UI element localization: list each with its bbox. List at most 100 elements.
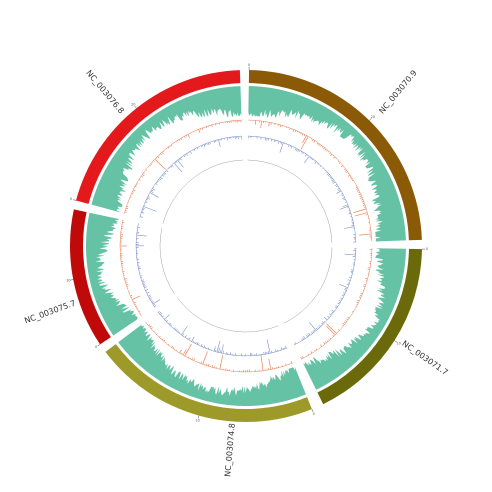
blue-bar: [344, 289, 347, 291]
orange-bar: [329, 152, 331, 154]
orange-bar: [129, 196, 132, 198]
blue-bar: [344, 226, 355, 229]
blue-bar: [348, 211, 351, 213]
orange-bar: [145, 169, 147, 171]
orange-bar: [350, 178, 353, 180]
blue-bar: [151, 189, 154, 192]
blue-bar: [168, 322, 170, 325]
blue-bar: [196, 342, 199, 345]
blue-bar: [139, 216, 143, 218]
orange-bar: [322, 147, 325, 150]
orange-bar: [198, 129, 201, 133]
orange-bar: [178, 138, 181, 141]
blue-bar: [218, 139, 221, 147]
blue-bar: [301, 338, 303, 341]
blue-bar: [300, 150, 302, 153]
orange-bar: [211, 365, 214, 368]
orange-baseline-nc-003075-7: [119, 219, 142, 317]
blue-bar: [348, 276, 352, 278]
blue-bar: [342, 204, 349, 208]
blue-bar: [343, 198, 346, 201]
blue-bar: [173, 327, 176, 330]
orange-bar: [346, 318, 349, 321]
blue-bar: [306, 335, 308, 338]
blue-bar: [317, 327, 319, 329]
blue-bar: [191, 336, 195, 342]
blue-bar: [176, 329, 178, 332]
orange-bar: [133, 301, 136, 304]
blue-bar: [196, 147, 198, 150]
orange-bar: [321, 146, 324, 148]
orange-bar: [349, 176, 352, 178]
orange-bar: [134, 185, 137, 188]
blue-bar: [168, 167, 170, 169]
orange-bar: [172, 347, 175, 349]
tick-mark: [369, 118, 372, 121]
blue-bar: [338, 299, 342, 302]
blue-bar: [184, 335, 187, 338]
blue-bar: [307, 334, 310, 337]
blue-bar: [150, 190, 154, 193]
orange-bar: [185, 134, 187, 137]
blue-bar: [337, 187, 340, 190]
orange-bar: [180, 137, 183, 141]
blue-bar: [166, 320, 168, 322]
orange-bar: [133, 189, 136, 192]
orange-bar: [312, 139, 314, 142]
tick-label: 10: [66, 279, 70, 283]
orange-bar: [167, 344, 170, 346]
orange-bar: [338, 162, 341, 164]
blue-bar: [280, 141, 283, 145]
orange-bar: [159, 335, 161, 338]
blue-baseline-nc-003070-9: [247, 135, 357, 243]
orange-bar: [151, 161, 153, 163]
blue-bar: [280, 347, 283, 351]
blue-bar: [339, 301, 341, 304]
blue-bar: [299, 150, 301, 152]
blue-bar: [159, 178, 162, 180]
orange-bar: [126, 283, 129, 286]
blue-bar: [340, 299, 342, 301]
blue-bar: [324, 169, 326, 171]
orange-bar: [157, 156, 160, 159]
blue-bar: [142, 207, 145, 209]
tick-mark: [73, 199, 77, 201]
orange-bar: [328, 151, 330, 153]
blue-bar: [305, 154, 307, 157]
orange-bar: [307, 353, 309, 356]
blue-bar: [152, 299, 161, 305]
orange-bar: [125, 207, 129, 210]
blue-bar: [348, 213, 352, 215]
blue-bar: [149, 192, 159, 198]
blue-histogram-track: [135, 135, 357, 357]
blue-bar: [282, 347, 284, 350]
orange-bar: [330, 153, 333, 156]
blue-bar: [267, 351, 269, 354]
orange-bar: [193, 358, 195, 361]
blue-bar: [154, 305, 157, 307]
orange-bar: [184, 135, 186, 139]
orange-bar: [138, 179, 141, 181]
blue-bar: [163, 314, 170, 320]
orange-bar: [340, 165, 344, 168]
blue-bar: [156, 181, 158, 184]
orange-bar: [150, 327, 153, 330]
blue-bar: [169, 323, 172, 326]
blue-bar: [350, 270, 354, 272]
blue-bar: [138, 267, 142, 269]
blue-bar: [331, 313, 333, 315]
orange-bar: [294, 130, 297, 132]
orange-bar: [346, 171, 349, 174]
blue-bar: [213, 140, 215, 143]
blue-bar: [331, 309, 335, 312]
blue-bar: [198, 343, 200, 346]
blue-bar: [177, 159, 184, 168]
blue-baseline-nc-003071-7: [294, 247, 357, 346]
blue-bar: [151, 301, 155, 304]
blue-bar: [314, 161, 317, 164]
orange-bar: [324, 148, 327, 151]
blue-bar: [327, 174, 330, 177]
blue-bar: [338, 189, 341, 192]
orange-bar: [161, 338, 164, 341]
